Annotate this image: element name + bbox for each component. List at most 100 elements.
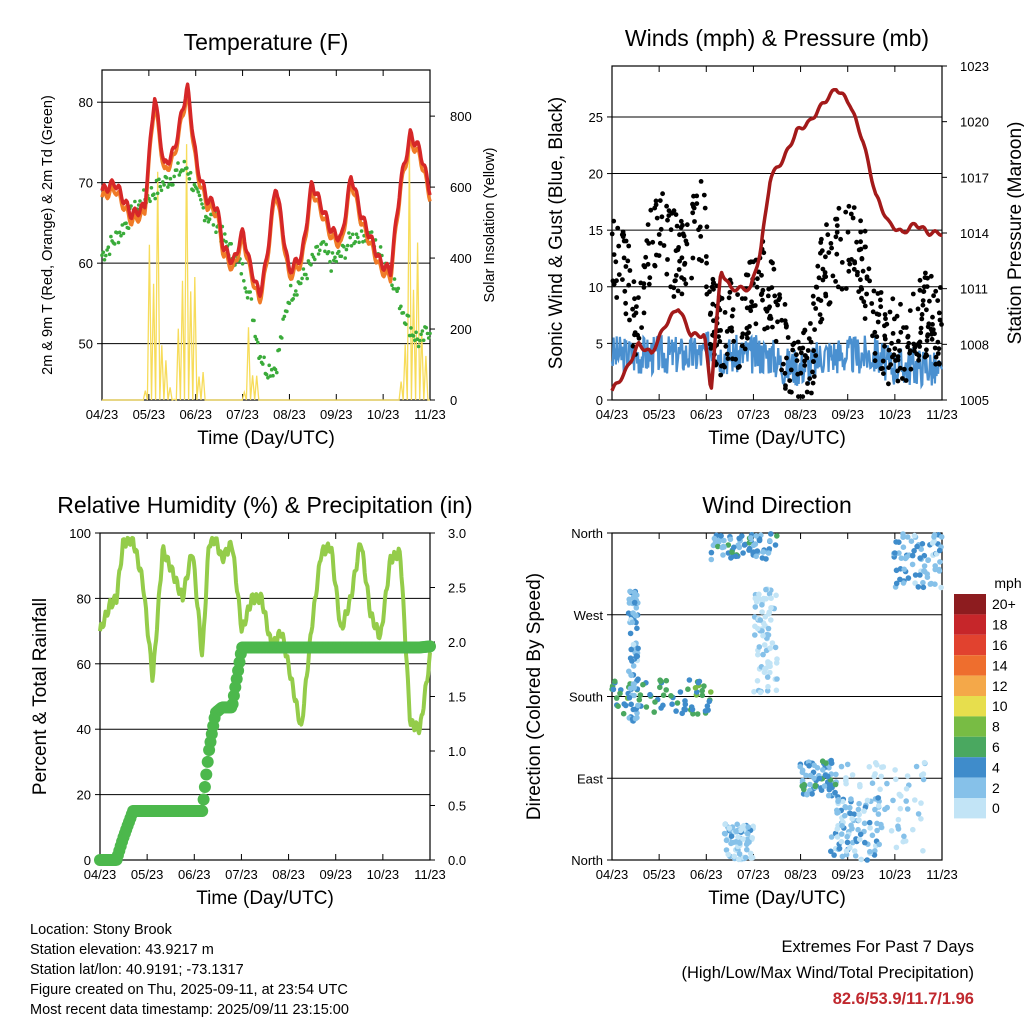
colorbar-swatch: [954, 655, 986, 676]
direction-point: [855, 826, 861, 833]
dewpoint-point: [280, 336, 284, 340]
dewpoint-point: [153, 196, 157, 201]
direction-point: [628, 646, 634, 653]
gust-point: [718, 372, 724, 378]
gust-point: [921, 289, 926, 294]
gust-point: [692, 219, 697, 224]
gust-point: [675, 288, 681, 294]
gust-point: [884, 321, 890, 327]
gust-point: [794, 358, 800, 363]
direction-point: [610, 686, 617, 693]
direction-point: [737, 840, 743, 846]
direction-point: [910, 826, 916, 833]
gust-point: [770, 324, 775, 330]
gust-point: [898, 301, 903, 307]
gust-point: [790, 342, 796, 348]
direction-point: [752, 632, 758, 638]
x-axis-label: Time (Day/UTC): [708, 428, 846, 449]
gust-point: [907, 308, 913, 313]
dewpoint-point: [337, 249, 341, 254]
gust-point: [808, 321, 813, 326]
gust-point: [630, 343, 636, 349]
direction-point: [721, 830, 728, 837]
direction-point: [768, 617, 774, 623]
gust-point: [780, 361, 786, 367]
gust-point: [928, 273, 934, 279]
direction-point: [735, 834, 741, 840]
gust-point: [917, 277, 923, 283]
dewpoint-point: [300, 276, 304, 281]
gust-point: [910, 291, 916, 297]
gust-point: [897, 365, 903, 371]
gust-point: [820, 277, 826, 283]
colorbar-swatch: [954, 757, 986, 778]
dewpoint-point: [357, 240, 361, 245]
direction-point: [912, 572, 919, 578]
direction-point: [750, 823, 756, 830]
dewpoint-point: [199, 198, 203, 202]
temp-2m-line: [100, 82, 432, 298]
dewpoint-point: [330, 251, 335, 255]
gust-point: [897, 348, 902, 353]
direction-point: [925, 557, 931, 564]
gust-point: [645, 222, 651, 228]
direction-point: [630, 663, 637, 669]
gust-point: [674, 223, 680, 229]
dewpoint-point: [187, 177, 192, 181]
direction-point: [669, 701, 675, 707]
gust-point: [645, 261, 651, 267]
direction-point: [699, 692, 706, 699]
direction-point: [744, 840, 750, 847]
gust-point: [801, 330, 806, 336]
gust-point: [748, 308, 754, 314]
direction-point: [876, 841, 882, 848]
gust-point: [634, 304, 639, 309]
direction-point: [612, 678, 618, 685]
direction-point: [733, 828, 739, 834]
direction-point: [763, 586, 769, 593]
direction-point: [831, 852, 837, 858]
chart-title: Wind Direction: [702, 492, 852, 518]
gust-point: [830, 273, 836, 279]
gust-point: [802, 358, 807, 364]
direction-point: [847, 804, 853, 811]
gust-point: [834, 223, 840, 229]
gust-point: [798, 370, 804, 376]
gust-point: [659, 214, 665, 220]
direction-point: [634, 625, 640, 632]
colorbar-swatch: [954, 634, 986, 656]
direction-point: [627, 630, 634, 637]
gust-point: [927, 298, 932, 304]
dewpoint-point: [299, 281, 303, 286]
dewpoint-point: [395, 289, 399, 294]
direction-point: [878, 824, 885, 831]
direction-point: [872, 771, 878, 777]
gust-point: [886, 347, 892, 353]
direction-point: [920, 776, 927, 783]
direction-point: [634, 710, 640, 716]
dewpoint-point: [245, 296, 250, 300]
direction-point: [909, 552, 916, 559]
gust-point: [880, 358, 886, 364]
direction-point: [835, 798, 841, 805]
dewpoint-point: [239, 272, 244, 276]
gust-point: [875, 319, 881, 325]
direction-point: [741, 822, 747, 829]
direction-point: [921, 759, 928, 766]
direction-point: [745, 830, 751, 837]
colorbar-label: 16: [992, 637, 1008, 653]
direction-point: [917, 572, 923, 578]
direction-point: [921, 568, 927, 574]
direction-point: [741, 542, 748, 548]
gust-point: [939, 322, 944, 327]
gust-point: [656, 253, 662, 258]
gust-point: [719, 363, 724, 369]
direction-point: [932, 581, 938, 587]
direction-point: [626, 695, 633, 701]
gust-point: [680, 222, 685, 228]
direction-point: [631, 599, 638, 606]
created-text: Figure created on Thu, 2025-09-11, at 23…: [30, 982, 348, 998]
dewpoint-point: [188, 170, 193, 175]
dewpoint-point: [426, 336, 431, 340]
gust-point: [816, 296, 821, 302]
